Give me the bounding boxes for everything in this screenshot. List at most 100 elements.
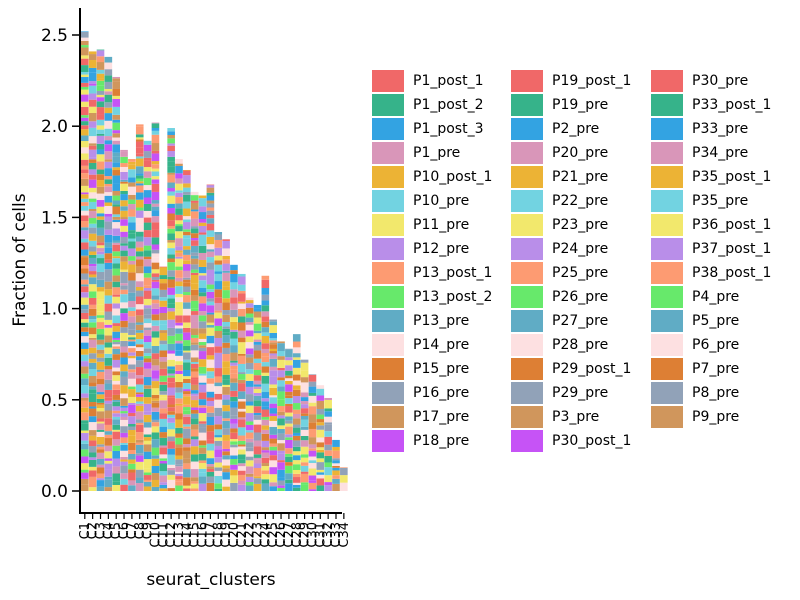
bar-segment — [88, 457, 97, 460]
bar-segment — [159, 300, 168, 307]
bar-segment — [198, 232, 207, 235]
bar-segment — [230, 407, 238, 416]
bar-C25 — [269, 319, 277, 491]
bar-segment — [135, 401, 144, 404]
bar-segment — [245, 342, 254, 349]
bar-segment — [96, 206, 105, 214]
bar-segment — [81, 198, 89, 203]
bar-segment — [175, 466, 183, 472]
bar-segment — [128, 300, 136, 308]
bar-segment — [135, 442, 144, 445]
bar-segment — [135, 134, 144, 138]
bar-segment — [81, 412, 89, 421]
bar-segment — [261, 416, 270, 420]
bar-segment — [285, 448, 293, 454]
bar-segment — [253, 384, 262, 387]
legend-swatch — [511, 286, 543, 308]
bar-segment — [292, 473, 301, 478]
bar-segment — [120, 426, 128, 433]
bar-segment — [245, 432, 254, 439]
bar-segment — [135, 347, 144, 351]
y-tick-label: 1.5 — [41, 208, 68, 228]
legend-swatch — [372, 94, 404, 116]
bar-segment — [81, 194, 89, 199]
bar-segment — [198, 472, 207, 477]
bar-segment — [167, 350, 175, 354]
bar-segment — [190, 228, 199, 234]
bar-segment — [190, 393, 199, 396]
bar-segment — [175, 220, 183, 225]
bar-segment — [112, 222, 120, 229]
bar-segment — [151, 295, 160, 300]
bar-segment — [159, 368, 168, 376]
legend-swatch — [511, 70, 543, 92]
bar-segment — [151, 122, 160, 124]
bar-segment — [261, 383, 270, 393]
bar-segment — [167, 145, 175, 151]
bar-segment — [143, 157, 152, 161]
bar-segment — [159, 306, 168, 313]
bar-segment — [159, 289, 168, 298]
bar-segment — [183, 369, 191, 377]
bar-segment — [143, 266, 152, 274]
bar-segment — [104, 281, 113, 290]
bar-segment — [183, 362, 191, 370]
bar-segment — [175, 266, 183, 271]
bar-segment — [104, 324, 113, 328]
bar-segment — [214, 281, 223, 290]
legend-item: P27_pre — [511, 310, 651, 332]
bar-segment — [88, 169, 97, 175]
bar-segment — [128, 216, 136, 223]
bar-segment — [292, 464, 301, 470]
bar-segment — [81, 484, 89, 491]
bar-segment — [104, 202, 113, 206]
bar-segment — [269, 355, 277, 359]
bar-segment — [308, 450, 317, 457]
bar-segment — [175, 297, 183, 303]
bar-segment — [120, 411, 128, 414]
bar-segment — [112, 413, 120, 417]
bar-segment — [88, 440, 97, 447]
bar-segment — [143, 308, 152, 315]
bar-segment — [324, 424, 332, 432]
bar-segment — [206, 397, 215, 401]
bar-segment — [88, 54, 97, 61]
bar-segment — [183, 235, 191, 239]
bar-segment — [316, 478, 325, 486]
bar-segment — [238, 484, 246, 491]
bar-segment — [222, 367, 230, 375]
bar-segment — [96, 90, 105, 95]
bar-segment — [190, 384, 199, 391]
bar-segment — [167, 161, 175, 167]
legend-swatch — [372, 190, 404, 212]
bar-segment — [245, 473, 254, 477]
bar-segment — [143, 314, 152, 319]
bar-segment — [253, 400, 262, 407]
bar-C32 — [324, 397, 332, 491]
bar-segment — [230, 475, 238, 483]
bar-segment — [214, 368, 223, 377]
bar-segment — [128, 378, 136, 387]
bar-segment — [230, 264, 238, 271]
bar-segment — [112, 326, 120, 332]
bar-C16 — [198, 195, 207, 491]
bar-segment — [277, 440, 285, 444]
bar-segment — [104, 379, 113, 384]
y-tick-label: 1.0 — [41, 300, 68, 320]
bar-segment — [135, 483, 144, 491]
bar-segment — [324, 408, 332, 412]
bar-segment — [253, 344, 262, 351]
bar-segment — [88, 174, 97, 180]
bar-segment — [96, 478, 105, 481]
bar-segment — [88, 233, 97, 241]
bar-segment — [81, 89, 89, 95]
bar-segment — [112, 251, 120, 257]
bar-segment — [96, 248, 105, 252]
bar-segment — [253, 454, 262, 458]
bar-segment — [190, 403, 199, 408]
bar-segment — [292, 389, 301, 397]
bar-segment — [96, 94, 105, 98]
bar-segment — [143, 422, 152, 428]
bar-segment — [214, 457, 223, 463]
bar-segment — [238, 355, 246, 364]
